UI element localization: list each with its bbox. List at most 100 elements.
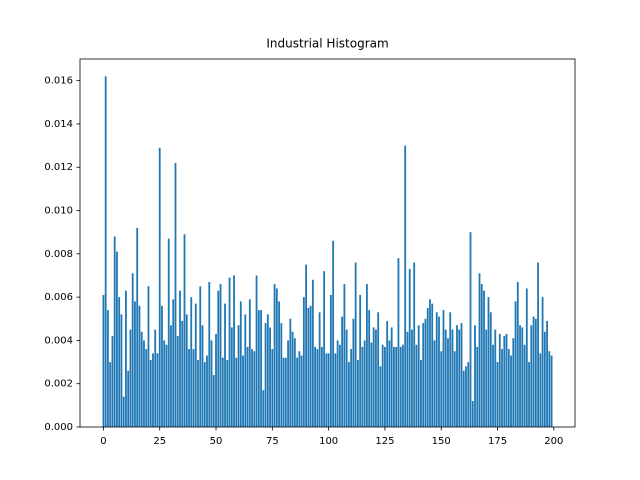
bar (190, 297, 193, 427)
bar (183, 234, 186, 427)
bar (305, 264, 308, 427)
bar (127, 370, 130, 427)
bar (546, 320, 548, 427)
bar (203, 362, 206, 427)
bar (170, 325, 172, 427)
bar (548, 351, 551, 427)
bar (440, 351, 443, 427)
bar (244, 314, 247, 427)
bar (345, 329, 348, 427)
bar (129, 329, 132, 427)
x-tick-label: 175 (488, 436, 507, 447)
bar (134, 301, 136, 427)
bar (201, 325, 204, 427)
bar (194, 303, 197, 427)
bar (489, 312, 492, 427)
bar (363, 340, 366, 427)
bar (291, 331, 294, 427)
bar (377, 312, 380, 427)
bar (149, 359, 152, 427)
bar (471, 401, 474, 427)
bar (474, 325, 476, 427)
bar (192, 349, 195, 427)
bar (375, 329, 377, 427)
bar (415, 344, 418, 427)
bar (118, 297, 121, 427)
bar (318, 312, 321, 427)
bar (143, 340, 145, 427)
bar (197, 359, 199, 427)
bar (530, 325, 533, 427)
bar (235, 357, 238, 427)
bar (503, 336, 506, 427)
bar (217, 290, 220, 427)
bar (501, 349, 503, 427)
bar (449, 312, 452, 427)
bar (264, 323, 267, 427)
bar (320, 346, 323, 427)
bar (408, 268, 411, 427)
bar (269, 327, 271, 427)
bar (329, 294, 332, 427)
bar (154, 329, 157, 427)
bar (165, 344, 168, 427)
bar (534, 318, 537, 427)
bar (163, 340, 166, 427)
bar (215, 333, 217, 427)
bar (537, 262, 539, 427)
bar (181, 320, 184, 427)
y-tick-label: 0.016 (44, 76, 73, 87)
bar (388, 340, 391, 427)
bar (138, 305, 141, 427)
bar (248, 299, 251, 427)
bar (368, 310, 371, 427)
bar (523, 344, 526, 427)
bar (393, 346, 395, 427)
y-tick-label: 0.006 (44, 292, 73, 303)
y-tick-label: 0.004 (44, 335, 73, 346)
bar (219, 284, 222, 427)
bar (426, 307, 429, 427)
bar (458, 329, 461, 427)
x-tick-label: 125 (375, 436, 394, 447)
bar (420, 359, 422, 427)
bar (413, 262, 416, 427)
bar (206, 355, 208, 427)
bar (260, 310, 262, 427)
x-tick-label: 50 (210, 436, 223, 447)
bar (525, 288, 528, 427)
bar (116, 251, 118, 427)
bar (199, 286, 202, 427)
bar (505, 333, 508, 427)
bar (390, 327, 393, 427)
bar (550, 355, 553, 427)
bar (228, 277, 231, 427)
bar (257, 310, 260, 427)
bar (167, 238, 170, 427)
bar (102, 294, 105, 427)
bar (480, 284, 483, 427)
bar (512, 338, 515, 427)
bar (435, 312, 438, 427)
bar (224, 303, 226, 427)
bar (395, 346, 398, 427)
bar (278, 301, 280, 427)
bar (208, 281, 211, 427)
bar (424, 318, 427, 427)
bar (336, 340, 339, 427)
bar (210, 340, 213, 427)
bar (338, 344, 341, 427)
bar (332, 240, 335, 427)
bar (422, 323, 425, 427)
bar (359, 294, 362, 427)
bar (120, 314, 123, 427)
x-tick-label: 25 (153, 436, 166, 447)
bar (226, 359, 229, 427)
bar (516, 281, 519, 427)
axes-frame (79, 58, 576, 428)
bar (352, 318, 355, 427)
bar (372, 327, 375, 427)
bar (131, 273, 134, 427)
bar (147, 286, 150, 427)
